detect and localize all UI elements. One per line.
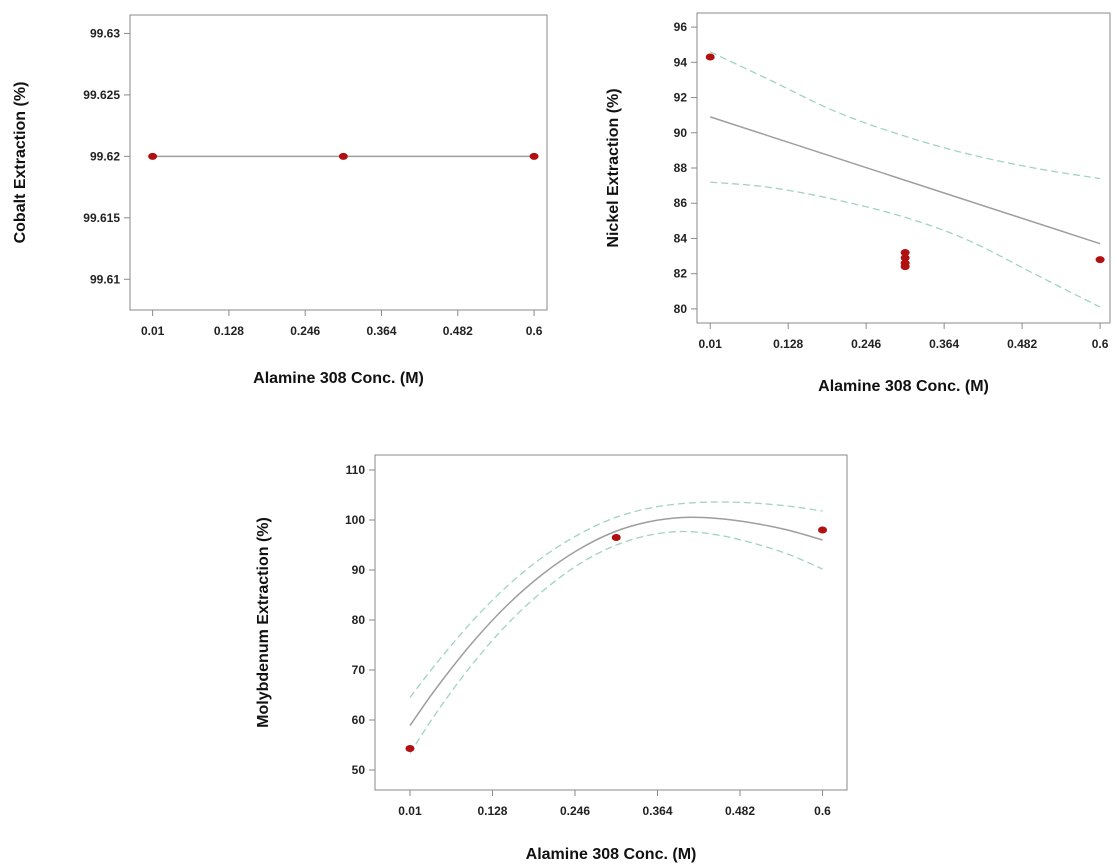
x-tick-label: 0.128 [773,337,803,351]
data-point [529,152,539,160]
ci-upper-line [409,501,823,698]
y-tick-label: 60 [352,713,366,727]
data-point [818,526,828,534]
y-tick-label: 99.615 [83,211,120,225]
y-tick-label: 70 [352,663,366,677]
x-axis-title: Alamine 308 Conc. (M) [526,846,697,863]
y-tick-label: 110 [346,463,366,477]
x-tick-label: 0.6 [1092,337,1109,351]
plot-frame [129,14,548,311]
x-tick-label: 0.482 [725,804,755,818]
data-point [900,249,910,257]
fit-line [409,516,823,726]
fit-line [709,116,1101,245]
y-tick-label: 50 [352,763,366,777]
y-tick-label: 80 [674,302,688,316]
data-point [705,53,715,61]
y-tick-label: 84 [674,231,688,245]
y-axis-title: Molybdenum Extraction (%) [255,517,272,728]
y-tick-label: 88 [674,161,688,175]
molybdenum-extraction-chart: 50 60 70 80 90 100 110 0.01 0.128 0.246 0.364 0.482… [255,454,848,863]
y-tick-label: 82 [674,267,688,281]
y-tick-label: 86 [674,196,688,210]
x-tick-label: 0.246 [290,324,320,338]
x-tick-label: 0.246 [560,804,590,818]
data-point [405,745,415,752]
x-tick-label: 0.246 [851,337,881,351]
data-point [900,263,910,271]
y-tick-label: 92 [674,91,688,105]
y-tick-label: 80 [352,613,366,627]
x-tick-label: 0.01 [141,324,165,338]
x-tick-label: 0.482 [1007,337,1037,351]
x-tick-label: 0.01 [398,804,422,818]
y-tick-label: 99.62 [90,149,120,163]
ci-upper-line [709,51,1101,180]
x-tick-label: 0.128 [477,804,507,818]
x-tick-label: 0.6 [814,804,831,818]
x-tick-label: 0.364 [929,337,959,351]
data-point [338,152,348,160]
y-tick-label: 94 [674,55,688,69]
x-tick-label: 0.01 [699,337,723,351]
data-point [900,254,910,262]
y-tick-label: 99.61 [90,272,120,286]
x-axis-title: Alamine 308 Conc. (M) [818,378,989,395]
x-axis-title: Alamine 308 Conc. (M) [253,370,424,387]
y-tick-label: 90 [674,126,688,140]
ci-lower-line [710,181,1101,308]
plot-frame [696,12,1111,324]
data-point [611,534,621,541]
data-point [148,152,158,160]
y-tick-label: 90 [352,563,366,577]
data-point [1095,256,1105,264]
y-axis-title: Cobalt Extraction (%) [12,82,29,244]
y-tick-label: 99.625 [83,88,120,102]
plot-frame [374,454,848,791]
cobalt-extraction-chart: 99.61 99.615 99.62 99.625 99.63 0.01 0.128 0.24… [12,14,548,387]
x-tick-label: 0.6 [526,324,543,338]
y-axis-title: Nickel Extraction (%) [605,88,622,247]
nickel-extraction-chart: 80 82 84 86 88 90 92 94 96 0.01 0.128 0.246 0.364 0.4… [605,12,1111,395]
y-tick-label: 99.63 [90,26,120,40]
y-tick-label: 96 [674,20,688,34]
y-tick-label: 100 [345,513,365,527]
x-tick-label: 0.482 [443,324,473,338]
x-tick-label: 0.128 [214,324,244,338]
x-tick-label: 0.364 [366,324,396,338]
x-tick-label: 0.364 [642,804,672,818]
